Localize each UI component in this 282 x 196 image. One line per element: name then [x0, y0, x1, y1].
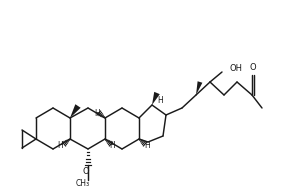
Text: H: H	[57, 141, 63, 150]
Text: H: H	[109, 141, 115, 150]
Text: H: H	[94, 109, 100, 117]
Text: O: O	[83, 168, 89, 177]
Text: H: H	[157, 95, 163, 104]
Polygon shape	[152, 92, 160, 105]
Polygon shape	[70, 104, 81, 118]
Text: OH: OH	[230, 64, 243, 73]
Text: H: H	[144, 141, 150, 150]
Text: O: O	[250, 63, 256, 72]
Text: CH₃: CH₃	[76, 180, 90, 189]
Polygon shape	[196, 81, 202, 95]
